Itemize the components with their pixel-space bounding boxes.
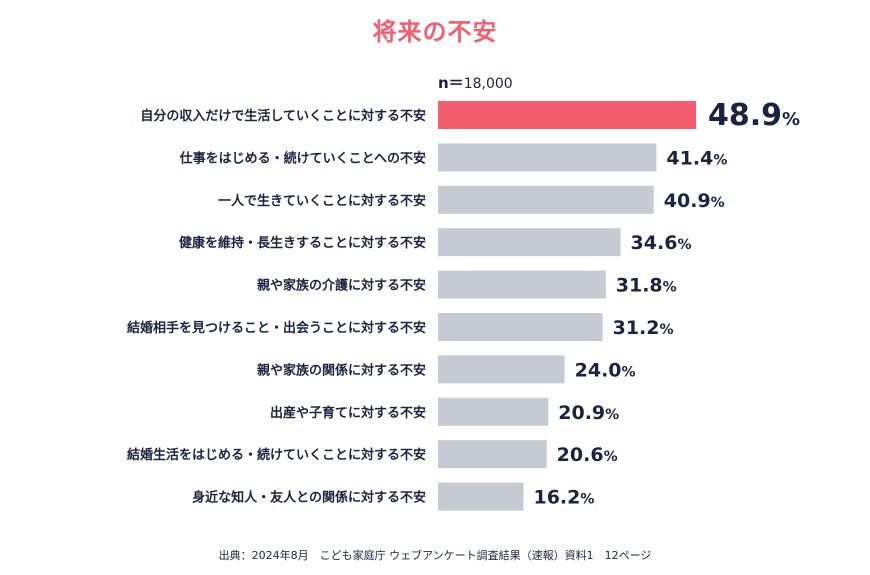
- bar: [438, 143, 657, 172]
- bar: [438, 270, 606, 299]
- category-label: 自分の収入だけで生活していくことに対する不安: [140, 108, 426, 124]
- chart-title: 将来の不安: [372, 18, 498, 46]
- value-label: 16.2%: [533, 487, 594, 509]
- value-label: 48.9%: [708, 98, 800, 133]
- value-label: 34.6%: [631, 232, 692, 254]
- bar: [438, 101, 696, 129]
- value-label: 40.9%: [664, 190, 725, 212]
- bar-chart: 自分の収入だけで生活していくことに対する不安 48.9% 仕事をはじめる・続けていく…: [127, 98, 800, 511]
- category-label: 結婚相手を見つけること・出会うことに対する不安: [127, 320, 426, 336]
- category-label: 身近な知人・友人との関係に対する不安: [192, 490, 426, 506]
- category-label: 親や家族の介護に対する不安: [257, 278, 426, 294]
- sample-size-label: n＝: [438, 74, 464, 92]
- bar: [438, 313, 603, 341]
- category-label: 出産や子育てに対する不安: [270, 405, 426, 421]
- category-label: 一人で生きていくことに対する不安: [218, 193, 426, 209]
- category-label: 仕事をはじめる・続けていくことへの不安: [179, 150, 426, 166]
- bar: [438, 228, 621, 257]
- sample-size-value: 18,000: [463, 76, 513, 92]
- value-label: 31.2%: [613, 317, 674, 339]
- category-label: 健康を維持・長生きすることに対する不安: [179, 235, 426, 251]
- bar: [438, 482, 524, 511]
- category-label: 結婚生活をはじめる・続けていくことに対する不安: [127, 447, 426, 463]
- bar: [438, 440, 547, 469]
- source-note: 出典：2024年8月 こども家庭庁 ウェブアンケート調査結果（速報）資料1 12…: [218, 549, 652, 562]
- sample-size-note: n＝18,000: [438, 72, 513, 93]
- bar: [438, 397, 549, 426]
- bar: [438, 185, 654, 214]
- value-label: 24.0%: [575, 359, 636, 381]
- value-label: 41.4%: [666, 147, 727, 169]
- category-label: 親や家族の関係に対する不安: [257, 362, 426, 378]
- bar: [438, 355, 565, 384]
- value-label: 31.8%: [616, 275, 677, 297]
- value-label: 20.9%: [558, 402, 619, 424]
- value-label: 20.6%: [557, 444, 618, 466]
